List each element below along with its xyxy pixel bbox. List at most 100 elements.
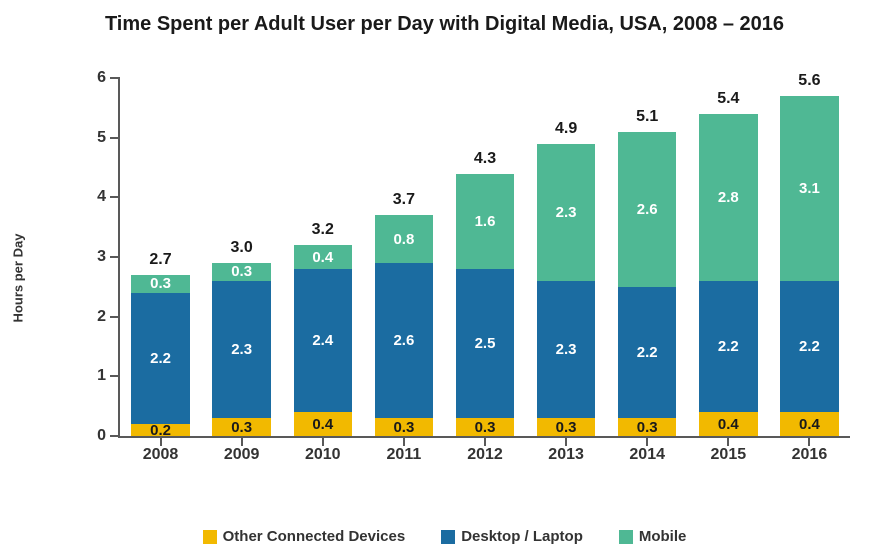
y-tick — [110, 256, 120, 258]
x-tick — [727, 436, 729, 446]
x-tick — [808, 436, 810, 446]
segment-value-label: 2.4 — [312, 332, 333, 349]
bar-segment: 0.4 — [294, 412, 352, 436]
bar-column: 0.32.32.34.92013 — [537, 144, 595, 436]
segment-value-label: 0.3 — [556, 419, 577, 436]
bar-segment: 2.3 — [212, 281, 270, 418]
bar-segment: 2.8 — [699, 114, 757, 281]
segment-value-label: 0.4 — [312, 416, 333, 433]
y-tick-label: 6 — [82, 69, 106, 87]
x-tick-label: 2014 — [629, 446, 665, 464]
segment-value-label: 2.2 — [799, 338, 820, 355]
bar-total-label: 3.7 — [393, 191, 415, 209]
bar-segment: 1.6 — [456, 174, 514, 269]
legend-swatch — [203, 530, 217, 544]
segment-value-label: 0.8 — [393, 231, 414, 248]
bar-segment: 2.5 — [456, 269, 514, 418]
segment-value-label: 2.2 — [637, 344, 658, 361]
bar-total-label: 5.6 — [798, 72, 820, 90]
bar-segment: 0.3 — [537, 418, 595, 436]
x-tick-label: 2008 — [143, 446, 179, 464]
bar-segment: 0.8 — [375, 215, 433, 263]
x-tick — [241, 436, 243, 446]
chart-area: Hours per Day 01234560.22.20.32.720080.3… — [60, 78, 860, 478]
bar-segment: 2.6 — [618, 132, 676, 287]
segment-value-label: 2.6 — [393, 332, 414, 349]
segment-value-label: 2.8 — [718, 189, 739, 206]
y-tick — [110, 77, 120, 79]
bar-column: 0.32.22.65.12014 — [618, 132, 676, 436]
bar-segment: 2.3 — [537, 144, 595, 281]
x-tick-label: 2013 — [548, 446, 584, 464]
legend-item: Mobile — [619, 528, 687, 545]
bar-segment: 2.4 — [294, 269, 352, 412]
legend-swatch — [441, 530, 455, 544]
segment-value-label: 2.3 — [556, 341, 577, 358]
bar-column: 0.42.40.43.22010 — [294, 245, 352, 436]
segment-value-label: 2.3 — [231, 341, 252, 358]
y-tick-label: 1 — [82, 367, 106, 385]
bar-column: 0.42.23.15.62016 — [780, 96, 838, 436]
bar-column: 0.32.51.64.32012 — [456, 174, 514, 437]
bar-total-label: 4.9 — [555, 120, 577, 138]
y-tick — [110, 435, 120, 437]
bar-segment: 0.3 — [375, 418, 433, 436]
bar-segment: 2.2 — [699, 281, 757, 412]
legend-swatch — [619, 530, 633, 544]
segment-value-label: 2.3 — [556, 204, 577, 221]
segment-value-label: 0.3 — [150, 275, 171, 292]
segment-value-label: 0.3 — [475, 419, 496, 436]
chart-title: Time Spent per Adult User per Day with D… — [0, 0, 889, 43]
x-tick-label: 2011 — [387, 446, 422, 464]
bar-total-label: 3.0 — [231, 239, 253, 257]
bar-segment: 0.3 — [131, 275, 189, 293]
legend-label: Desktop / Laptop — [461, 528, 583, 545]
y-tick-label: 5 — [82, 129, 106, 147]
x-tick — [160, 436, 162, 446]
bar-total-label: 2.7 — [149, 251, 171, 269]
y-tick — [110, 316, 120, 318]
x-tick — [484, 436, 486, 446]
x-tick-label: 2010 — [305, 446, 341, 464]
legend-label: Mobile — [639, 528, 687, 545]
x-tick-label: 2009 — [224, 446, 260, 464]
bar-segment: 0.3 — [212, 418, 270, 436]
legend-item: Other Connected Devices — [203, 528, 406, 545]
x-tick — [322, 436, 324, 446]
bar-segment: 0.4 — [699, 412, 757, 436]
bar-total-label: 4.3 — [474, 150, 496, 168]
bar-column: 0.42.22.85.42015 — [699, 114, 757, 436]
segment-value-label: 2.6 — [637, 201, 658, 218]
y-tick — [110, 137, 120, 139]
segment-value-label: 1.6 — [475, 213, 496, 230]
bar-segment: 2.2 — [131, 293, 189, 424]
x-tick-label: 2015 — [711, 446, 747, 464]
segment-value-label: 3.1 — [799, 180, 820, 197]
bar-segment: 0.4 — [780, 412, 838, 436]
segment-value-label: 0.3 — [637, 419, 658, 436]
bar-segment: 2.2 — [780, 281, 838, 412]
segment-value-label: 0.4 — [799, 416, 820, 433]
segment-value-label: 0.3 — [231, 263, 252, 280]
segment-value-label: 2.2 — [150, 350, 171, 367]
legend: Other Connected Devices Desktop / Laptop M… — [0, 528, 889, 545]
y-axis-label: Hours per Day — [11, 234, 26, 323]
y-tick-label: 4 — [82, 188, 106, 206]
y-tick-label: 0 — [82, 427, 106, 445]
segment-value-label: 0.3 — [231, 419, 252, 436]
y-tick — [110, 196, 120, 198]
bar-segment: 0.3 — [456, 418, 514, 436]
bar-segment: 3.1 — [780, 96, 838, 281]
bar-segment: 0.3 — [618, 418, 676, 436]
x-tick-label: 2012 — [467, 446, 503, 464]
bar-column: 0.32.30.33.02009 — [212, 263, 270, 436]
bar-column: 0.22.20.32.72008 — [131, 275, 189, 436]
segment-value-label: 2.5 — [475, 335, 496, 352]
plot-region: 01234560.22.20.32.720080.32.30.33.020090… — [118, 78, 850, 438]
segment-value-label: 0.4 — [718, 416, 739, 433]
x-tick — [646, 436, 648, 446]
x-tick-label: 2016 — [792, 446, 828, 464]
bar-segment: 0.2 — [131, 424, 189, 436]
y-tick-label: 3 — [82, 248, 106, 266]
bar-column: 0.32.60.83.72011 — [375, 215, 433, 436]
